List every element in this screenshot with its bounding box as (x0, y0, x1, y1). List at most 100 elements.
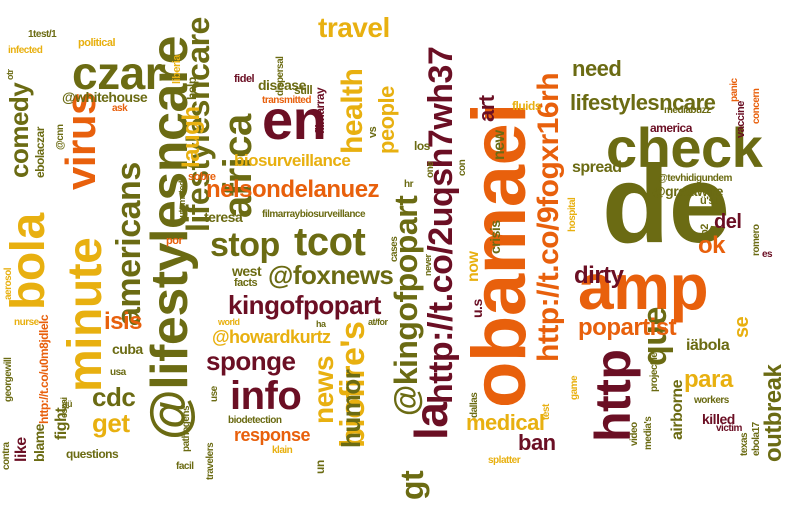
word-stop: stop (210, 226, 280, 264)
word-usa: usa (110, 367, 126, 378)
word-laugh: laugh (178, 106, 205, 169)
word-at-foxnews: @foxnews (268, 260, 394, 290)
word-fluids: fluids (512, 99, 542, 113)
word-crisis: crisis (487, 220, 503, 254)
word-cases: cases (389, 236, 400, 262)
word-new: new (491, 130, 508, 160)
word-klain: klain (272, 445, 293, 456)
word-spread: spread (572, 159, 622, 176)
word-minute: minute (59, 237, 112, 392)
word-fidel: fidel (234, 73, 255, 85)
word-comedy: comedy (4, 82, 34, 178)
word-tcot: tcot (294, 220, 366, 264)
word-questions: questions (66, 447, 119, 461)
word-west: west (232, 263, 262, 279)
word-panic: panic (729, 78, 740, 102)
word-de: de (602, 143, 730, 266)
word-humor: humor (336, 369, 366, 448)
word-filmarray: filmarray (313, 87, 327, 134)
word-hospital: hospital (567, 197, 578, 232)
word-u-s: ü's (700, 195, 714, 207)
word-dirty: dirty (574, 262, 624, 289)
word-hr: hr (404, 179, 414, 190)
word-facts: facts (234, 277, 258, 289)
word-outbreak: outbreak (760, 364, 787, 462)
word-url-u0m8: http://t.co/u0m8jdlelc (37, 314, 51, 424)
word-america: america (650, 121, 692, 135)
word-help: help (185, 77, 199, 100)
word-travel: travel (318, 12, 390, 43)
word-sobre: sobre (188, 171, 216, 183)
word-at-kingofpopart: @kingofpopart (388, 195, 424, 416)
word-get: get (92, 408, 130, 438)
word-ban: ban (518, 430, 556, 455)
word-cdc: cdc (92, 382, 136, 412)
word-one: one (425, 161, 436, 178)
word-por: por (166, 235, 183, 247)
word-response: response (234, 425, 311, 445)
word-aerosol: aerosol (3, 267, 14, 300)
word-kingofpopart: kingofpopart (228, 290, 381, 320)
word-at-howardkurtz: @howardkurtz (212, 327, 331, 347)
word-airborne: airborne (669, 379, 686, 440)
word-pathogens: pathogens (181, 405, 192, 452)
word-health: health (336, 68, 369, 154)
word-transmitted: transmitted (262, 95, 311, 106)
word-projectile: projectile (649, 352, 660, 392)
word-dispersal: dispersal (275, 56, 286, 96)
word-people: people (374, 86, 399, 154)
word-workers: workers (694, 395, 729, 406)
word-dallas: dallas (469, 392, 480, 418)
word-at-cnn: @cnn (55, 124, 66, 150)
word-still: still (294, 83, 313, 97)
word-at-tevhidigundem: @tevhidigundem (658, 173, 732, 184)
word-facil: facil (176, 461, 194, 472)
word-nurse: nurse (14, 317, 39, 328)
word-cuba: cuba (112, 341, 143, 357)
word-use: use (209, 386, 220, 402)
word-ask: ask (112, 103, 128, 114)
word-atfor: at/for (368, 317, 388, 327)
word-lifestylesncare-h: lifestylesncare (570, 90, 716, 115)
word-need: need (572, 56, 622, 81)
word-un: un (313, 460, 327, 474)
word-check: check (606, 116, 763, 179)
word-medias: media's (643, 416, 654, 450)
word-world: world (218, 317, 240, 327)
word-at-whitehouse: @whitehouse (62, 89, 148, 105)
word-texas: texas (739, 432, 750, 456)
word-test: test (541, 404, 552, 420)
word-splatter: splatter (488, 455, 521, 466)
word-mediabuzz: mediabuzz (664, 105, 711, 116)
word-del: del (714, 211, 742, 233)
word-amp: amp (578, 251, 709, 323)
word-now: now (465, 251, 482, 283)
word-para: para (684, 366, 733, 393)
word-disease: disease (258, 77, 306, 93)
word-medical: medical (466, 410, 545, 435)
word-ebolaczar: ebolaczar (33, 127, 47, 178)
word-url-2uqsh: http://t.co/2uqsh7wh37 (422, 46, 460, 404)
word-filmarraybiosurveillance: filmarraybiosurveillance (262, 209, 366, 220)
word-ebola17: ebola17 (751, 422, 762, 456)
word-virus: virus (57, 92, 104, 190)
word-info: info (230, 374, 302, 418)
word-nelsondelanuez: nelsondelanuez (206, 176, 380, 203)
word-se: se (731, 316, 753, 338)
word-1test1: 1test/1 (28, 29, 57, 40)
word-los: los (414, 139, 430, 153)
word-czar: czar (72, 47, 163, 99)
word-liberia: liberia (171, 55, 183, 84)
word-like: like (13, 437, 30, 462)
word-gt: gt (394, 470, 430, 500)
word-otr: otr (5, 69, 15, 81)
word-blame: blame (31, 424, 47, 462)
word-art: art (474, 95, 499, 122)
word-uu: ùü (62, 399, 73, 409)
word-americans: americans (110, 162, 148, 326)
word-popartist: popartist (578, 314, 677, 341)
word-biodetection: biodetection (228, 415, 282, 426)
word-victim: victim (716, 423, 742, 434)
word-ok: ok (698, 232, 726, 259)
